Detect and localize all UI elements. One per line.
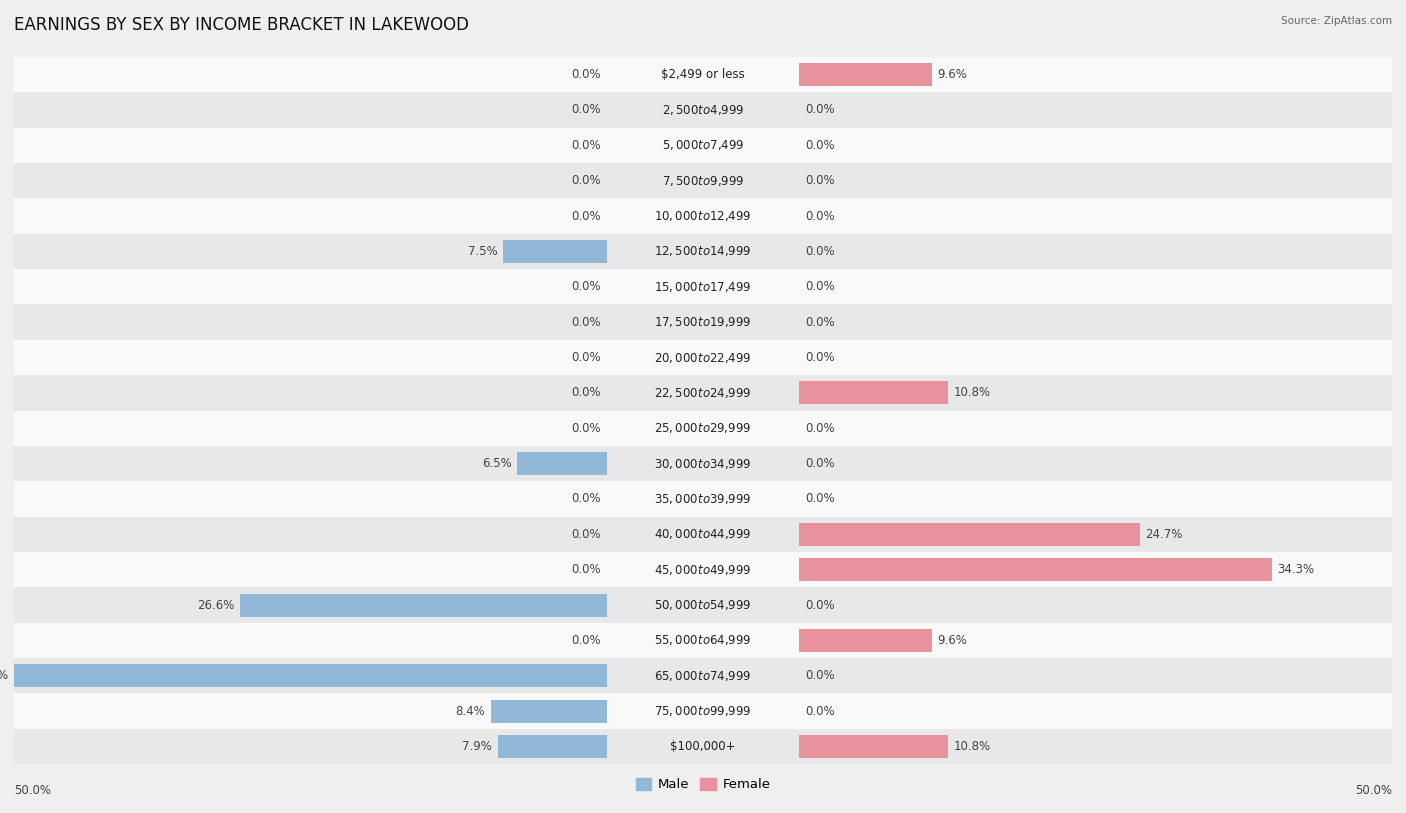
Text: $5,000 to $7,499: $5,000 to $7,499 [662, 138, 744, 152]
Text: 50.0%: 50.0% [1355, 784, 1392, 797]
Text: $35,000 to $39,999: $35,000 to $39,999 [654, 492, 752, 506]
Text: 10.8%: 10.8% [953, 740, 991, 753]
Bar [14, 411, 1392, 446]
Text: 0.0%: 0.0% [571, 493, 600, 506]
Legend: Male, Female: Male, Female [630, 772, 776, 797]
Bar [14, 664, 606, 687]
Text: 0.0%: 0.0% [571, 103, 600, 116]
Text: $15,000 to $17,499: $15,000 to $17,499 [654, 280, 752, 293]
Text: 7.5%: 7.5% [468, 245, 498, 258]
Text: 24.7%: 24.7% [1146, 528, 1182, 541]
Text: 0.0%: 0.0% [571, 210, 600, 223]
Text: $30,000 to $34,999: $30,000 to $34,999 [654, 457, 752, 471]
Text: $17,500 to $19,999: $17,500 to $19,999 [654, 315, 752, 329]
Text: $45,000 to $49,999: $45,000 to $49,999 [654, 563, 752, 576]
Bar [14, 729, 1392, 764]
Text: 0.0%: 0.0% [806, 493, 835, 506]
Text: 10.8%: 10.8% [953, 386, 991, 399]
Bar [14, 163, 1392, 198]
Text: $20,000 to $22,499: $20,000 to $22,499 [654, 350, 752, 364]
Text: Source: ZipAtlas.com: Source: ZipAtlas.com [1281, 16, 1392, 26]
Text: $55,000 to $64,999: $55,000 to $64,999 [654, 633, 752, 647]
Text: $22,500 to $24,999: $22,500 to $24,999 [654, 386, 752, 400]
Bar [517, 452, 606, 475]
Text: 0.0%: 0.0% [806, 351, 835, 364]
Text: $75,000 to $99,999: $75,000 to $99,999 [654, 704, 752, 718]
Text: 0.0%: 0.0% [571, 280, 600, 293]
Bar [14, 587, 1392, 623]
Text: $2,500 to $4,999: $2,500 to $4,999 [662, 103, 744, 117]
Bar [14, 517, 1392, 552]
Text: 0.0%: 0.0% [806, 598, 835, 611]
Text: 0.0%: 0.0% [806, 422, 835, 435]
Text: 0.0%: 0.0% [806, 210, 835, 223]
Text: 0.0%: 0.0% [571, 139, 600, 152]
Text: 26.6%: 26.6% [197, 598, 235, 611]
Text: 0.0%: 0.0% [806, 705, 835, 718]
Text: 9.6%: 9.6% [938, 68, 967, 81]
Text: $50,000 to $54,999: $50,000 to $54,999 [654, 598, 752, 612]
Bar [14, 57, 1392, 92]
Text: 43.0%: 43.0% [0, 669, 8, 682]
Text: 7.9%: 7.9% [463, 740, 492, 753]
Text: $40,000 to $44,999: $40,000 to $44,999 [654, 528, 752, 541]
Text: EARNINGS BY SEX BY INCOME BRACKET IN LAKEWOOD: EARNINGS BY SEX BY INCOME BRACKET IN LAK… [14, 16, 470, 34]
Text: $65,000 to $74,999: $65,000 to $74,999 [654, 669, 752, 683]
Text: 0.0%: 0.0% [571, 68, 600, 81]
Bar [14, 659, 1392, 693]
Text: 0.0%: 0.0% [571, 351, 600, 364]
Text: 0.0%: 0.0% [571, 634, 600, 647]
Text: 0.0%: 0.0% [806, 245, 835, 258]
Text: 0.0%: 0.0% [571, 528, 600, 541]
Bar [800, 629, 932, 652]
Bar [800, 559, 1272, 581]
Bar [14, 304, 1392, 340]
Bar [800, 735, 948, 758]
Bar [240, 593, 606, 616]
Text: 8.4%: 8.4% [456, 705, 485, 718]
Text: 0.0%: 0.0% [806, 669, 835, 682]
Bar [14, 269, 1392, 304]
Text: $2,499 or less: $2,499 or less [661, 68, 745, 81]
Text: 0.0%: 0.0% [571, 174, 600, 187]
Text: 0.0%: 0.0% [806, 280, 835, 293]
Text: 6.5%: 6.5% [482, 457, 512, 470]
Text: 9.6%: 9.6% [938, 634, 967, 647]
Bar [14, 552, 1392, 587]
Bar [503, 240, 606, 263]
Bar [800, 381, 948, 404]
Text: $25,000 to $29,999: $25,000 to $29,999 [654, 421, 752, 435]
Bar [14, 233, 1392, 269]
Text: $12,500 to $14,999: $12,500 to $14,999 [654, 245, 752, 259]
Text: 0.0%: 0.0% [571, 422, 600, 435]
Bar [800, 63, 932, 86]
Bar [14, 376, 1392, 411]
Text: 0.0%: 0.0% [806, 174, 835, 187]
Bar [14, 693, 1392, 729]
Bar [498, 735, 606, 758]
Text: 0.0%: 0.0% [806, 315, 835, 328]
Text: 0.0%: 0.0% [571, 386, 600, 399]
Text: 0.0%: 0.0% [571, 563, 600, 576]
Text: 0.0%: 0.0% [571, 315, 600, 328]
Text: 50.0%: 50.0% [14, 784, 51, 797]
Bar [14, 198, 1392, 234]
Bar [14, 340, 1392, 375]
Bar [800, 523, 1140, 546]
Bar [491, 700, 606, 723]
Text: 34.3%: 34.3% [1278, 563, 1315, 576]
Bar [14, 128, 1392, 163]
Bar [14, 481, 1392, 517]
Text: 0.0%: 0.0% [806, 457, 835, 470]
Text: 0.0%: 0.0% [806, 103, 835, 116]
Text: $10,000 to $12,499: $10,000 to $12,499 [654, 209, 752, 223]
Text: $7,500 to $9,999: $7,500 to $9,999 [662, 174, 744, 188]
Bar [14, 92, 1392, 128]
Text: 0.0%: 0.0% [806, 139, 835, 152]
Bar [14, 446, 1392, 481]
Text: $100,000+: $100,000+ [671, 740, 735, 753]
Bar [14, 623, 1392, 659]
